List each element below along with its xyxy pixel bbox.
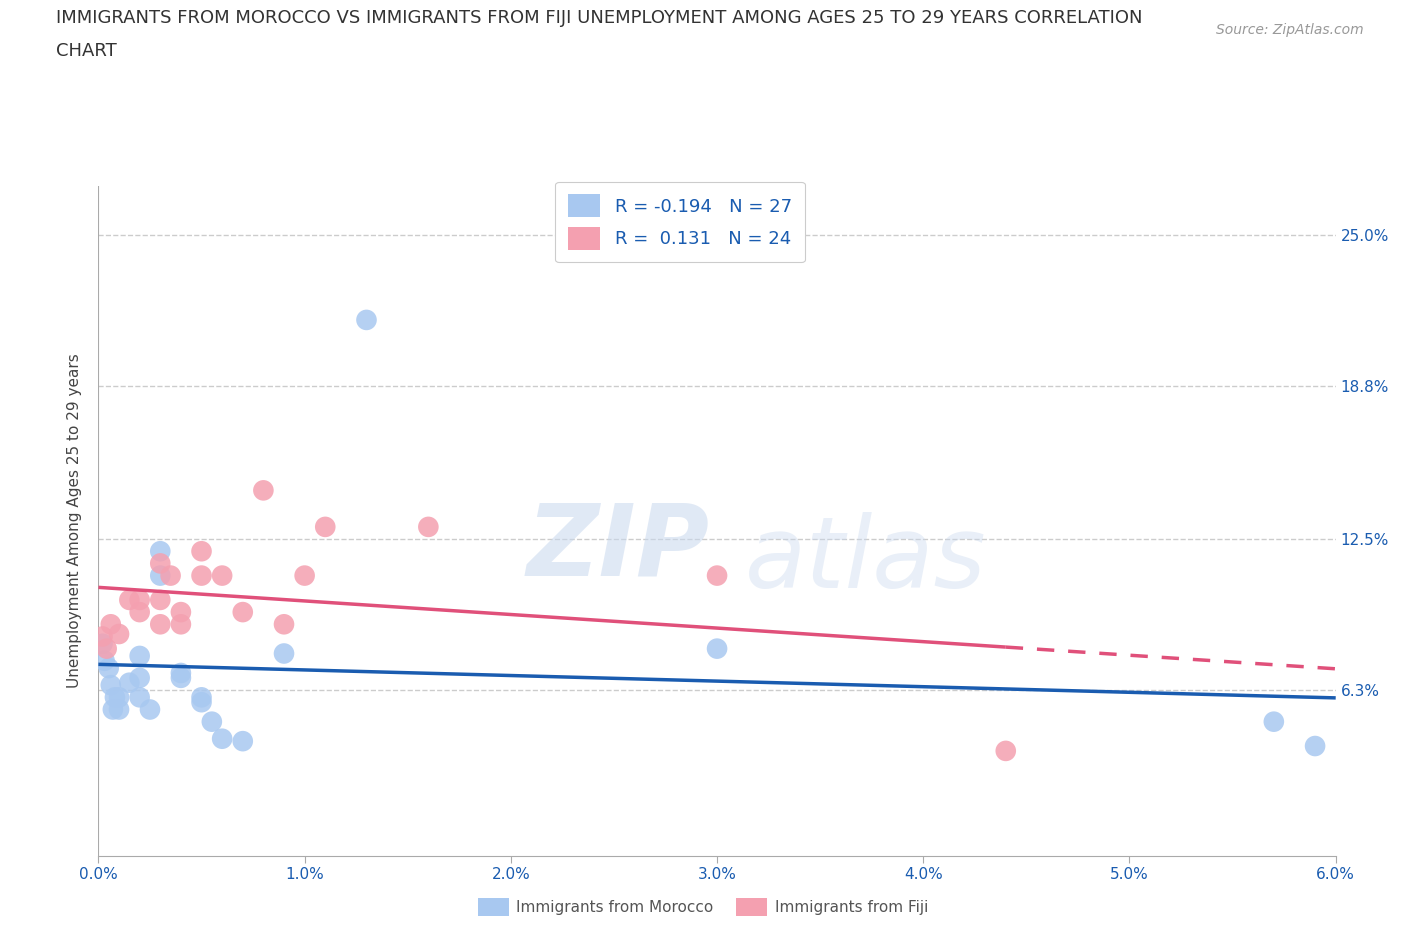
Text: IMMIGRANTS FROM MOROCCO VS IMMIGRANTS FROM FIJI UNEMPLOYMENT AMONG AGES 25 TO 29: IMMIGRANTS FROM MOROCCO VS IMMIGRANTS FR… xyxy=(56,9,1143,27)
Point xyxy=(128,592,150,607)
Point xyxy=(211,731,233,746)
Point xyxy=(108,702,131,717)
Point xyxy=(108,690,131,705)
Point xyxy=(190,568,212,583)
Point xyxy=(232,604,254,619)
Point xyxy=(149,617,172,631)
Point xyxy=(190,695,212,710)
Point xyxy=(252,483,274,498)
Point xyxy=(1303,738,1326,753)
Text: Source: ZipAtlas.com: Source: ZipAtlas.com xyxy=(1216,23,1364,37)
Point xyxy=(190,690,212,705)
Point xyxy=(159,568,181,583)
Point xyxy=(97,660,120,675)
Point xyxy=(104,690,127,705)
Legend: Immigrants from Morocco, Immigrants from Fiji: Immigrants from Morocco, Immigrants from… xyxy=(472,892,934,923)
Point xyxy=(273,617,295,631)
Point xyxy=(170,604,193,619)
Point xyxy=(96,641,118,656)
Point xyxy=(201,714,224,729)
Text: atlas: atlas xyxy=(745,512,987,609)
Point xyxy=(994,743,1017,758)
Point xyxy=(706,641,728,656)
Point xyxy=(100,617,122,631)
Point xyxy=(170,617,193,631)
Point xyxy=(91,636,114,651)
Point xyxy=(1263,714,1285,729)
Point xyxy=(149,544,172,559)
Point xyxy=(91,629,114,644)
Text: ZIP: ZIP xyxy=(527,499,710,596)
Point xyxy=(128,604,150,619)
Point xyxy=(128,648,150,663)
Point xyxy=(93,654,115,669)
Point xyxy=(170,671,193,685)
Point xyxy=(149,592,172,607)
Point xyxy=(139,702,162,717)
Point xyxy=(190,544,212,559)
Y-axis label: Unemployment Among Ages 25 to 29 years: Unemployment Among Ages 25 to 29 years xyxy=(67,353,83,688)
Legend: R = -0.194   N = 27, R =  0.131   N = 24: R = -0.194 N = 27, R = 0.131 N = 24 xyxy=(555,181,804,262)
Point xyxy=(294,568,316,583)
Point xyxy=(170,666,193,681)
Point xyxy=(273,646,295,661)
Point xyxy=(232,734,254,749)
Point xyxy=(128,690,150,705)
Point xyxy=(149,556,172,571)
Point xyxy=(356,312,378,327)
Point xyxy=(101,702,124,717)
Text: CHART: CHART xyxy=(56,42,117,60)
Point xyxy=(100,678,122,693)
Point xyxy=(706,568,728,583)
Point xyxy=(211,568,233,583)
Point xyxy=(128,671,150,685)
Point xyxy=(108,627,131,642)
Point xyxy=(118,592,141,607)
Point xyxy=(418,520,440,535)
Point xyxy=(149,568,172,583)
Point xyxy=(314,520,336,535)
Point xyxy=(118,675,141,690)
